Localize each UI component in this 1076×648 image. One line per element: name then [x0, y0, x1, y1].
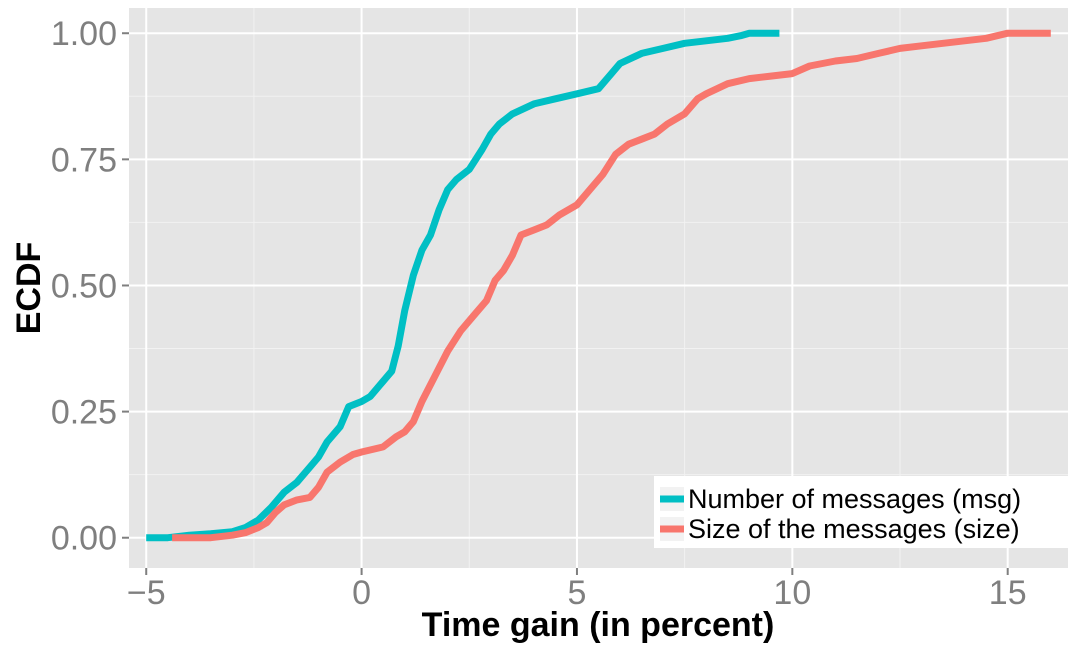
x-tick-label: 10	[773, 574, 811, 612]
y-tick-label: 0.00	[51, 520, 117, 558]
legend-box	[654, 476, 1068, 548]
y-tick-label: 0.75	[51, 141, 117, 179]
minor-gridlines	[129, 8, 1068, 568]
y-tick-label: 0.25	[51, 394, 117, 432]
x-tick-label: −5	[127, 574, 166, 612]
x-tick-label: 15	[989, 574, 1027, 612]
legend-label: Number of messages (msg)	[688, 484, 1021, 514]
y-tick-label: 0.50	[51, 267, 117, 305]
legend: Number of messages (msg)Size of the mess…	[654, 476, 1068, 548]
legend-label: Size of the messages (size)	[688, 514, 1020, 544]
x-tick-label: 5	[568, 574, 587, 612]
series-line-0	[146, 29, 780, 542]
x-axis-title: Time gain (in percent)	[422, 606, 775, 644]
series-lines	[146, 29, 1051, 542]
series-line-1	[172, 29, 1051, 542]
y-axis-title: ECDF	[10, 242, 48, 335]
major-gridlines	[129, 8, 1068, 568]
y-axis: 0.00 0.25 0.50 0.75 1.00	[51, 15, 129, 558]
x-axis: −5 0 5 10 15	[127, 568, 1027, 612]
y-tick-label: 1.00	[51, 15, 117, 53]
x-tick-label: 0	[352, 574, 371, 612]
